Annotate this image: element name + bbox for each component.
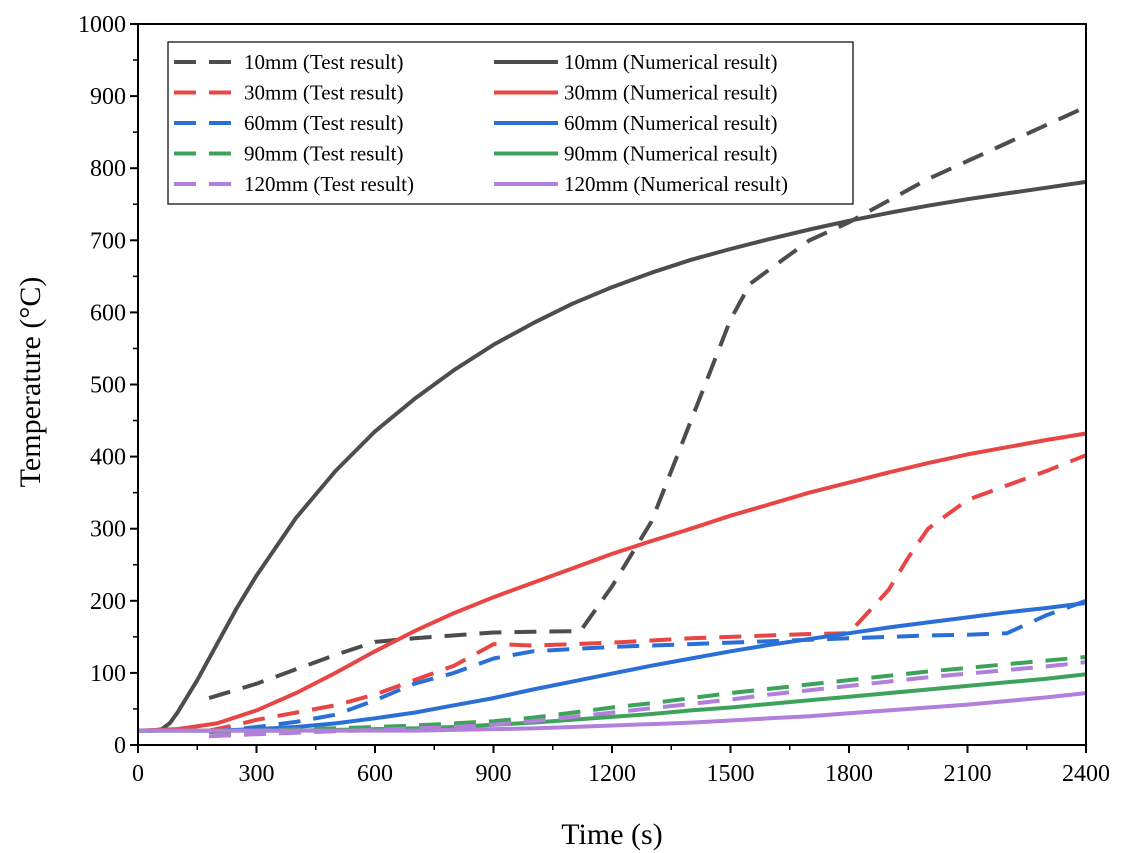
series-line-30mm-numerical-result — [137, 431, 1087, 733]
x-tick-label: 2100 — [944, 761, 992, 787]
legend-label-60mm-numerical-result: 60mm (Numerical result) — [564, 111, 777, 135]
legend-label-10mm-test-result: 10mm (Test result) — [244, 50, 404, 74]
y-tick-label: 100 — [90, 661, 126, 687]
y-tick-label: 200 — [90, 589, 126, 615]
x-tick-label: 1200 — [588, 761, 636, 787]
x-axis-title: Time (s) — [561, 818, 662, 851]
legend-label-60mm-test-result: 60mm (Test result) — [244, 111, 404, 135]
axes-group: 0 300 600 900 1200 1500 1800 2100 2400 0 100 200 300… — [78, 12, 1110, 787]
x-tick-label: 2400 — [1062, 761, 1110, 787]
series-line-30mm-test-result — [208, 453, 1087, 733]
legend-label-120mm-test-result: 120mm (Test result) — [244, 172, 414, 196]
y-tick-label: 500 — [90, 373, 126, 399]
legend-label-30mm-numerical-result: 30mm (Numerical result) — [564, 81, 777, 105]
legend-label-90mm-numerical-result: 90mm (Numerical result) — [564, 142, 777, 166]
series-line-120mm-numerical-result — [138, 691, 1087, 733]
series-line-10mm-numerical-result — [138, 179, 1087, 733]
x-tick-label: 0 — [132, 761, 144, 787]
series-line-10mm-test-result — [208, 105, 1087, 701]
legend-label-30mm-test-result: 30mm (Test result) — [244, 81, 404, 105]
series-line-60mm-test-result — [208, 598, 1087, 734]
plot-frame — [137, 23, 1087, 746]
legend-label-90mm-test-result: 90mm (Test result) — [244, 142, 404, 166]
y-tick-label: 400 — [90, 445, 126, 471]
x-tick-label: 1500 — [707, 761, 755, 787]
y-tick-label: 900 — [90, 84, 126, 110]
x-tick-label: 900 — [476, 761, 512, 787]
x-tick-label: 600 — [357, 761, 393, 787]
legend-label-120mm-numerical-result: 120mm (Numerical result) — [564, 172, 788, 196]
y-tick-label: 800 — [90, 156, 126, 182]
plot-frame-group — [137, 23, 1087, 746]
legend: 10mm (Test result) 30mm (Test result) 60mm… — [167, 41, 854, 205]
y-tick-label: 0 — [114, 733, 126, 759]
x-tick-label: 300 — [239, 761, 275, 787]
y-tick-label: 300 — [90, 517, 126, 543]
y-tick-label: 700 — [90, 228, 126, 254]
series-line-60mm-numerical-result — [138, 601, 1087, 733]
legend-label-10mm-numerical-result: 10mm (Numerical result) — [564, 50, 777, 74]
y-axis-title: Temperature (°C) — [14, 277, 47, 488]
y-tick-label: 1000 — [78, 12, 126, 38]
y-tick-label: 600 — [90, 300, 126, 326]
series-group — [137, 105, 1087, 739]
x-tick-label: 1800 — [825, 761, 873, 787]
